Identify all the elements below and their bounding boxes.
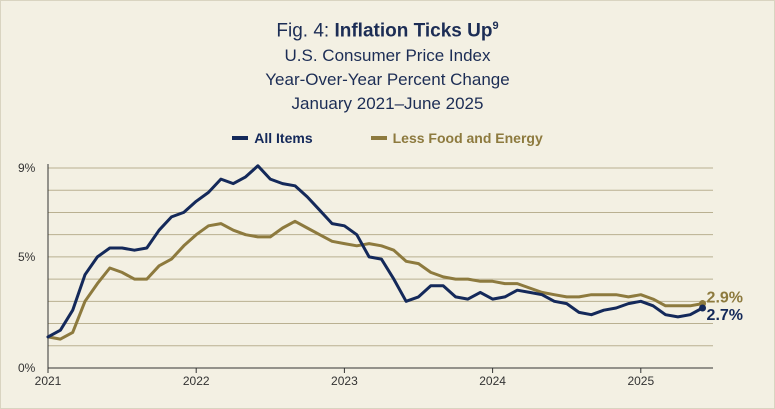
figure-header: Fig. 4: Inflation Ticks Up9 U.S. Consume… bbox=[0, 14, 775, 115]
chart-legend: All Items Less Food and Energy bbox=[0, 130, 775, 146]
legend-swatch-core bbox=[370, 136, 387, 140]
subtitle-line-1: U.S. Consumer Price Index bbox=[284, 46, 491, 66]
subtitle-line-3: January 2021–June 2025 bbox=[291, 94, 484, 114]
legend-swatch-all-items bbox=[232, 136, 249, 140]
legend-item-all-items: All Items bbox=[232, 130, 313, 146]
legend-label-core: Less Food and Energy bbox=[392, 130, 543, 146]
figure-title: Fig. 4: Inflation Ticks Up9 bbox=[0, 14, 775, 43]
end-label-all-items: 2.7% bbox=[707, 307, 743, 324]
legend-label-all-items: All Items bbox=[254, 130, 313, 146]
x-tick-label: 2025 bbox=[627, 374, 654, 388]
x-tick-label: 2023 bbox=[331, 374, 358, 388]
y-tick-label: 5% bbox=[18, 250, 36, 264]
x-tick-label: 2021 bbox=[35, 374, 62, 388]
subtitle-line-2: Year-Over-Year Percent Change bbox=[265, 70, 510, 90]
y-tick-label: 0% bbox=[18, 361, 36, 375]
series-line-core bbox=[46, 219, 704, 341]
figure-number: Fig. 4: bbox=[276, 20, 330, 42]
legend-item-core: Less Food and Energy bbox=[370, 130, 543, 146]
x-tick-label: 2024 bbox=[479, 374, 506, 388]
footnote-marker: 9 bbox=[492, 20, 499, 32]
x-tick-label: 2022 bbox=[183, 374, 210, 388]
y-tick-label: 9% bbox=[18, 161, 36, 175]
series-line-all-items bbox=[46, 164, 704, 339]
end-label-core: 2.9% bbox=[707, 290, 743, 307]
figure-title-text: Inflation Ticks Up bbox=[334, 20, 493, 42]
end-marker-all-items bbox=[699, 304, 707, 312]
